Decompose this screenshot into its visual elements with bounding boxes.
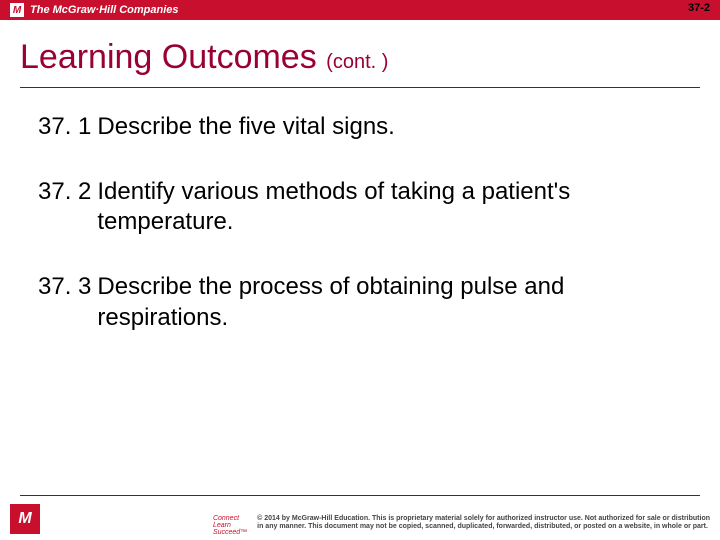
- outcome-number: 37. 2: [38, 177, 91, 238]
- outcome-text: Describe the five vital signs.: [97, 112, 682, 143]
- footer-tagline-l1: Connect: [213, 515, 239, 522]
- outcome-number: 37. 3: [38, 272, 91, 333]
- title-main: Learning Outcomes: [20, 38, 326, 76]
- outcome-item: 37. 1 Describe the five vital signs.: [38, 112, 682, 143]
- footer-copy-l1: © 2014 by McGraw-Hill Education. This is…: [257, 515, 710, 522]
- footer-copyright: © 2014 by McGraw-Hill Education. This is…: [257, 515, 710, 532]
- slide-number: 37-2: [688, 2, 710, 14]
- outcome-item: 37. 3 Describe the process of obtaining …: [38, 272, 682, 333]
- footer-tagline: Connect Learn Succeed™: [213, 515, 247, 536]
- brand-logo-letter: M: [13, 5, 21, 16]
- brand-bar: M The McGraw·Hill Companies: [0, 0, 720, 20]
- brand-logo-icon: M: [10, 3, 24, 17]
- slide: M The McGraw·Hill Companies 37-2 Learnin…: [0, 0, 720, 540]
- footer-tagline-l3: Succeed™: [213, 529, 247, 536]
- page-title: Learning Outcomes (cont. ): [20, 38, 700, 77]
- outcome-item: 37. 2 Identify various methods of taking…: [38, 177, 682, 238]
- footer-rule: [20, 495, 700, 496]
- footer-copy-l2: in any manner. This document may not be …: [257, 523, 708, 530]
- footer-logo-letter: M: [18, 510, 31, 528]
- footer-text: Connect Learn Succeed™ © 2014 by McGraw-…: [180, 515, 710, 536]
- body: 37. 1 Describe the five vital signs. 37.…: [0, 88, 720, 334]
- footer-logo-icon: M: [10, 504, 40, 534]
- title-cont: (cont. ): [326, 51, 388, 73]
- brand-companies-text: The McGraw·Hill Companies: [30, 4, 179, 16]
- title-wrap: Learning Outcomes (cont. ): [0, 20, 720, 83]
- outcome-text: Identify various methods of taking a pat…: [97, 177, 682, 238]
- outcome-number: 37. 1: [38, 112, 91, 143]
- footer-tagline-l2: Learn: [213, 522, 231, 529]
- outcome-text: Describe the process of obtaining pulse …: [97, 272, 682, 333]
